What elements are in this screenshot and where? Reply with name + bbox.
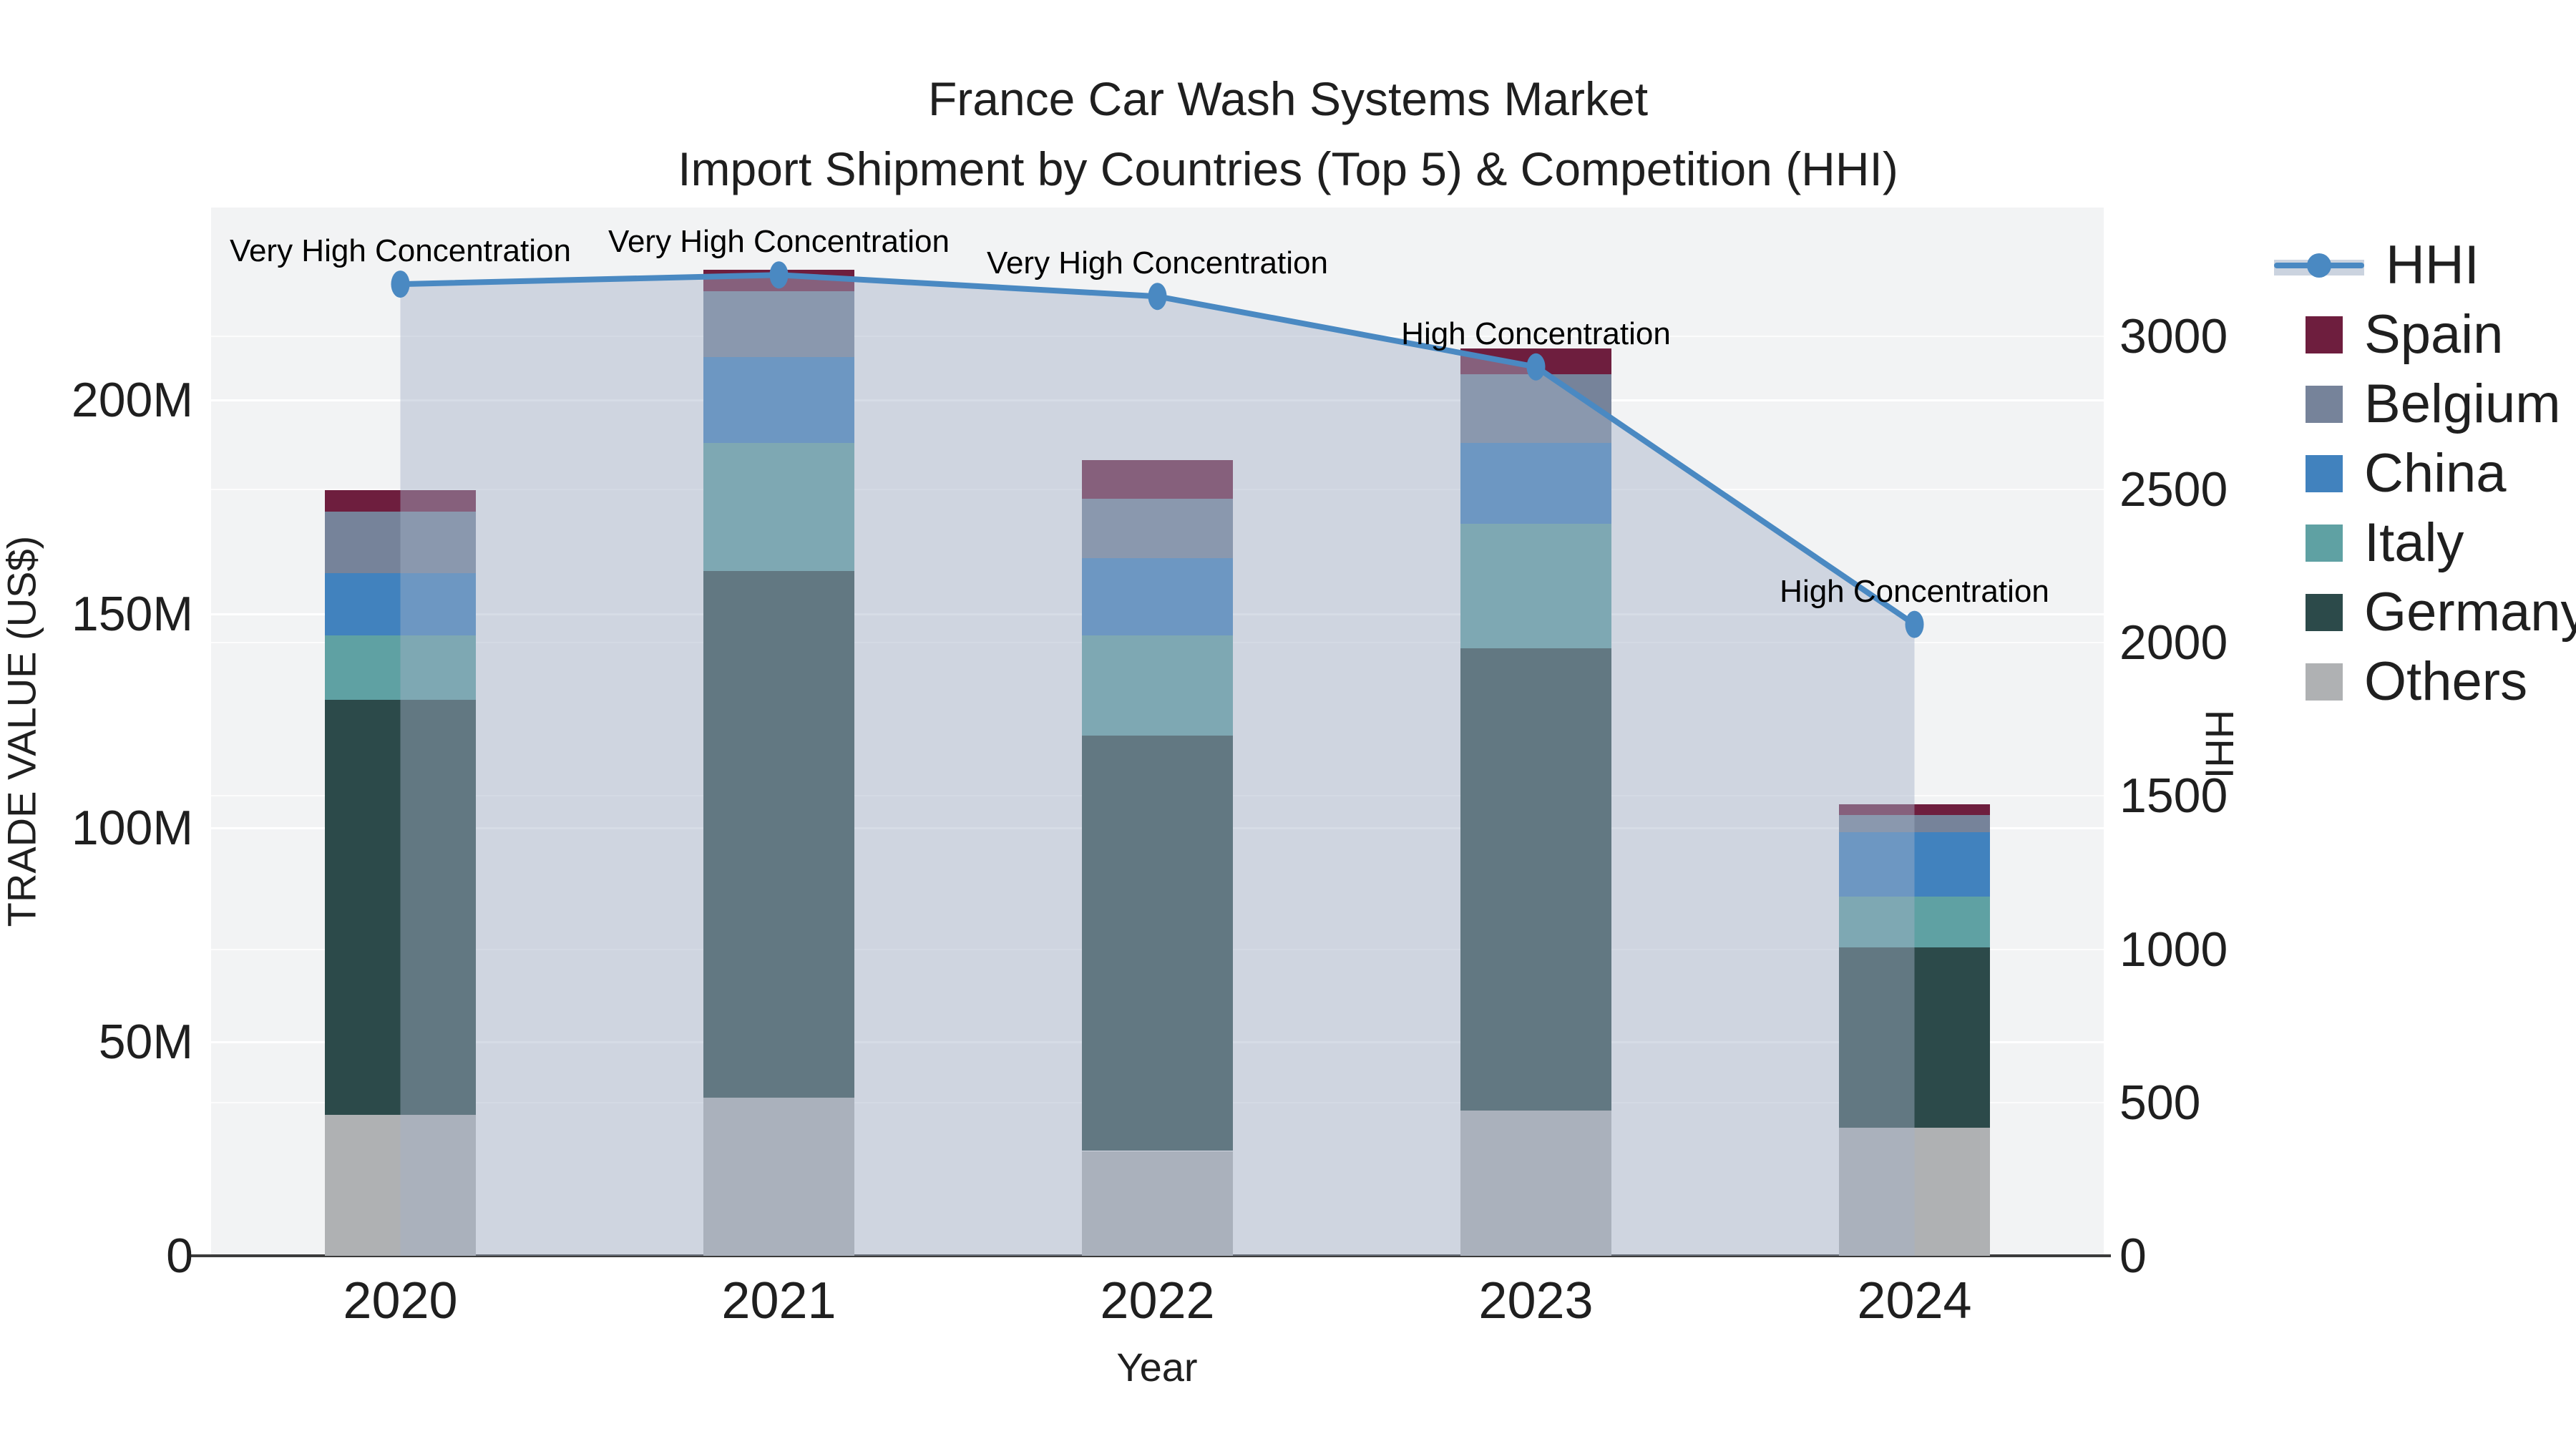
legend-item-italy[interactable]: Italy xyxy=(2274,508,2576,577)
bar-segment-belgium-2020[interactable] xyxy=(324,511,477,574)
chart-title: France Car Wash Systems Market xyxy=(927,72,1649,125)
bar-segment-germany-2022[interactable] xyxy=(1081,736,1234,1151)
legend-item-china[interactable]: China xyxy=(2274,439,2576,508)
hhi-area-fill xyxy=(400,275,1915,1257)
annotation-2020: Very High Concentration xyxy=(230,233,571,269)
right-ytick-500: 500 xyxy=(2119,1075,2201,1130)
legend-swatch-china xyxy=(2306,454,2343,492)
legend-label-germany: Germany xyxy=(2364,582,2576,643)
legend-label-hhi: HHI xyxy=(2386,235,2479,296)
legend-swatch-germany xyxy=(2306,593,2343,631)
annotation-2023: High Concentration xyxy=(1401,316,1671,351)
bar-segment-belgium-2024[interactable] xyxy=(1838,815,1991,832)
plot-area: Very High Concentration Very High Concent… xyxy=(191,208,2111,1257)
hhi-marker-2021[interactable] xyxy=(769,261,789,289)
legend-swatch-others xyxy=(2306,663,2343,701)
xtick-2024: 2024 xyxy=(1857,1272,1972,1330)
left-ytick-200M: 200M xyxy=(71,373,193,428)
gridline-hhi-3000 xyxy=(211,335,2104,337)
bar-segment-china-2022[interactable] xyxy=(1081,558,1234,635)
hhi-marker-2024[interactable] xyxy=(1905,610,1924,638)
right-ytick-1500: 1500 xyxy=(2119,769,2228,824)
bar-segment-italy-2024[interactable] xyxy=(1838,896,1991,948)
bar-segment-belgium-2021[interactable] xyxy=(703,291,855,358)
right-ytick-2500: 2500 xyxy=(2119,462,2228,517)
legend-label-italy: Italy xyxy=(2364,512,2464,573)
hhi-marker-2020[interactable] xyxy=(391,270,410,298)
annotation-2022: Very High Concentration xyxy=(987,245,1328,281)
hhi-line-layer xyxy=(391,261,1924,1257)
legend-swatch-belgium xyxy=(2306,385,2343,423)
bar-segment-china-2023[interactable] xyxy=(1460,442,1612,525)
bar-segment-italy-2020[interactable] xyxy=(324,635,477,700)
bar-segment-spain-2022[interactable] xyxy=(1081,459,1234,499)
bar-segment-spain-2020[interactable] xyxy=(324,489,477,512)
bar-segment-italy-2022[interactable] xyxy=(1081,635,1234,736)
bar-segment-germany-2020[interactable] xyxy=(324,699,477,1115)
xtick-2022: 2022 xyxy=(1100,1272,1215,1330)
left-ytick-0: 0 xyxy=(166,1229,193,1283)
x-axis-line xyxy=(191,1254,2111,1257)
legend-item-germany[interactable]: Germany xyxy=(2274,577,2576,647)
right-ytick-0: 0 xyxy=(2119,1229,2147,1283)
right-ytick-3000: 3000 xyxy=(2119,308,2228,364)
legend-item-others[interactable]: Others xyxy=(2274,647,2576,716)
bar-segment-others-2021[interactable] xyxy=(703,1097,855,1256)
xtick-2023: 2023 xyxy=(1478,1272,1594,1330)
annotation-2024: High Concentration xyxy=(1780,573,2049,609)
left-ytick-150M: 150M xyxy=(71,587,193,642)
bar-segment-china-2024[interactable] xyxy=(1838,832,1991,897)
bar-segment-germany-2021[interactable] xyxy=(703,571,855,1098)
left-ytick-50M: 50M xyxy=(98,1015,193,1070)
bar-segment-others-2023[interactable] xyxy=(1460,1110,1612,1256)
bar-segment-others-2020[interactable] xyxy=(324,1114,477,1256)
legend-hhi-marker-dot xyxy=(2307,253,2331,278)
bar-segment-germany-2024[interactable] xyxy=(1838,947,1991,1128)
bar-segment-italy-2021[interactable] xyxy=(703,442,855,572)
bar-segment-germany-2023[interactable] xyxy=(1460,648,1612,1111)
legend-label-spain: Spain xyxy=(2364,304,2504,365)
bar-segment-others-2022[interactable] xyxy=(1081,1151,1234,1256)
x-axis-title: Year xyxy=(1116,1345,1198,1390)
legend-label-others: Others xyxy=(2364,651,2528,712)
bar-segment-belgium-2022[interactable] xyxy=(1081,498,1234,559)
right-ytick-1000: 1000 xyxy=(2119,922,2228,977)
gridline-trade-200 xyxy=(211,399,2104,401)
bar-segment-china-2020[interactable] xyxy=(324,573,477,635)
legend: HHI Spain Belgium China Italy Germany Others xyxy=(2274,230,2576,716)
annotation-2021: Very High Concentration xyxy=(608,224,950,260)
bar-segment-china-2021[interactable] xyxy=(703,357,855,443)
bar-segment-belgium-2023[interactable] xyxy=(1460,374,1612,443)
xtick-2021: 2021 xyxy=(721,1272,836,1330)
legend-label-belgium: Belgium xyxy=(2364,374,2561,434)
bar-segment-italy-2023[interactable] xyxy=(1460,524,1612,648)
chart-subtitle: Import Shipment by Countries (Top 5) & C… xyxy=(678,142,1898,195)
hhi-marker-2022[interactable] xyxy=(1148,283,1167,311)
legend-label-china: China xyxy=(2364,443,2507,504)
legend-item-hhi[interactable]: HHI xyxy=(2274,230,2576,300)
xtick-2020: 2020 xyxy=(343,1272,458,1330)
legend-item-belgium[interactable]: Belgium xyxy=(2274,369,2576,439)
bar-segment-spain-2024[interactable] xyxy=(1838,804,1991,816)
right-ytick-2000: 2000 xyxy=(2119,615,2228,670)
left-ytick-100M: 100M xyxy=(71,801,193,856)
hhi-marker-2023[interactable] xyxy=(1526,353,1546,381)
legend-swatch-italy xyxy=(2306,524,2343,562)
bar-segment-others-2024[interactable] xyxy=(1838,1127,1991,1256)
legend-swatch-spain xyxy=(2306,316,2343,353)
legend-item-spain[interactable]: Spain xyxy=(2274,300,2576,369)
legend-hhi-line-sample xyxy=(2274,247,2364,284)
